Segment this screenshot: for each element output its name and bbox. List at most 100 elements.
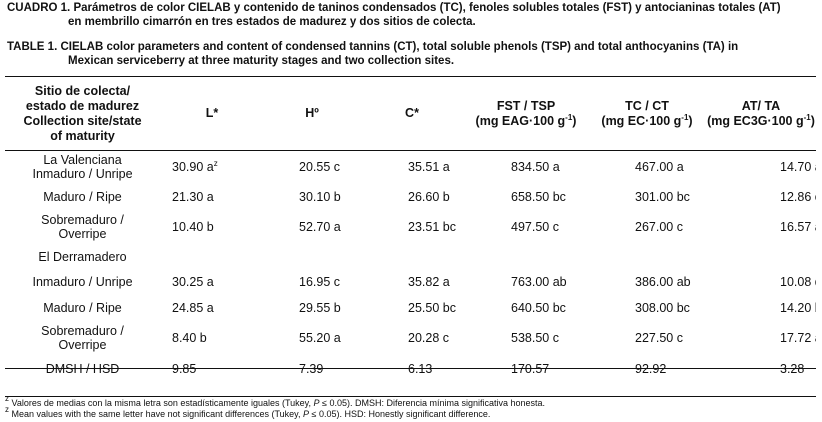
hue-value: 20.55 c [299, 160, 341, 174]
site-name: La Valenciana [43, 153, 122, 167]
l-value: 24.85 a [172, 301, 214, 315]
caption-spanish-label: CUADRO 1. [7, 2, 71, 14]
header-fst-line1: FST / TSP [496, 98, 556, 113]
header-at: AT/ TA (mg EC3G·100 g-1) [706, 77, 816, 150]
header-fst-unit-exp: -1 [565, 112, 573, 122]
tc-value: 267.00 c [635, 220, 683, 234]
footnote-p: P [313, 398, 320, 408]
header-tc-unit-close: ) [688, 113, 693, 128]
header-fst-unit-close: ) [572, 113, 577, 128]
header-at-unit: (mg EC3G·100 g-1) [706, 113, 816, 129]
tc-value: 386.00 ab [635, 275, 691, 289]
header-at-unit-close: ) [810, 113, 815, 128]
fst-value: 538.50 c [511, 331, 559, 345]
header-fst-unit-text: (mg EAG·100 g [475, 113, 566, 128]
table-row: Maduro / Ripe 21.30 a 30.10 b 26.60 b 65… [5, 184, 816, 210]
hsd-l: 9.85 [172, 362, 197, 376]
footnote-english: z Mean values with the same letter have … [5, 406, 491, 420]
hue-value: 30.10 b [299, 190, 341, 204]
l-value: 10.40 b [172, 220, 214, 234]
at-value: 14.70 abc [780, 160, 816, 174]
fst-value: 834.50 a [511, 160, 560, 174]
hsd-hue: 7.39 [299, 362, 324, 376]
site-name: El Derramadero [38, 249, 127, 264]
l-value: 30.90 az [160, 150, 264, 184]
tc-value: 301.00 bc [635, 190, 690, 204]
hsd-fst: 170.57 [511, 362, 550, 376]
tc-value: 467.00 a [635, 160, 684, 174]
stage-cell: La Valenciana Inmaduro / Unripe [5, 150, 160, 184]
table-row: Inmaduro / Unripe 30.25 a 16.95 c 35.82 … [5, 269, 816, 295]
stage-cell: Maduro / Ripe [43, 190, 122, 204]
header-chroma: C* [405, 106, 419, 120]
l-value: 8.40 b [172, 331, 207, 345]
stage-name: Inmaduro / Unripe [32, 167, 133, 181]
site-row: El Derramadero [5, 244, 816, 269]
header-tc-line1: TC / CT [625, 98, 669, 113]
chroma-value: 20.28 c [408, 331, 450, 345]
table-row: La Valenciana Inmaduro / Unripe 30.90 az… [5, 150, 816, 184]
header-site-stage-line3: Collection site/state [23, 113, 142, 128]
table-hsd-rule [5, 368, 816, 369]
hsd-label: DMSH / HSD [45, 362, 120, 376]
hue-value: 55.20 a [299, 331, 341, 345]
header-fst: FST / TSP (mg EAG·100 g-1) [464, 77, 588, 150]
hsd-tc: 92.92 [635, 362, 667, 376]
header-site-stage-line4: of maturity [50, 128, 115, 143]
chroma-value: 23.51 bc [408, 220, 456, 234]
at-value: 12.86 cd [780, 190, 816, 204]
header-hue: Hº [305, 106, 319, 120]
hsd-at: 3.28 [780, 362, 805, 376]
l-value: 30.25 a [172, 275, 214, 289]
empty-cell [160, 244, 264, 269]
empty-cell [706, 244, 816, 269]
header-tc: TC / CT (mg EC·100 g-1) [588, 77, 706, 150]
fst-value: 658.50 bc [511, 190, 566, 204]
chroma-value: 35.82 a [408, 275, 450, 289]
header-site-stage: Sitio de colecta/ estado de madurez Coll… [5, 77, 160, 150]
stage-name-line2: Overripe [58, 338, 107, 352]
empty-cell [588, 244, 706, 269]
caption-english: TABLE 1. CIELAB color parameters and con… [7, 41, 738, 68]
table-row: Maduro / Ripe 24.85 a 29.55 b 25.50 bc 6… [5, 295, 816, 321]
header-site-stage-line2: estado de madurez [25, 98, 140, 113]
footnote-marker: z [5, 405, 9, 414]
header-tc-unit-text: (mg EC·100 g [601, 113, 682, 128]
header-at-unit-text: (mg EC3G·100 g [707, 113, 804, 128]
stage-name-line1: Sobremaduro / [41, 324, 124, 338]
empty-cell [360, 244, 464, 269]
fst-value: 763.00 ab [511, 275, 567, 289]
footnote-marker: z [213, 159, 218, 168]
stage-cell: Inmaduro / Unripe [32, 275, 133, 289]
data-table: Sitio de colecta/ estado de madurez Coll… [5, 77, 816, 383]
l-value-text: 30.90 a [172, 160, 214, 174]
caption-english-text1: CIELAB color parameters and content of c… [60, 41, 739, 53]
fst-value: 640.50 bc [511, 301, 566, 315]
empty-cell [264, 244, 360, 269]
hue-value: 16.95 c [299, 275, 341, 289]
chroma-value: 25.50 bc [408, 301, 456, 315]
footnote-text: Mean values with the same letter have no… [9, 409, 303, 419]
caption-english-label: TABLE 1. [7, 41, 58, 53]
hue-value: 29.55 b [299, 301, 341, 315]
tc-value: 227.50 c [635, 331, 683, 345]
l-value: 21.30 a [172, 190, 214, 204]
caption-spanish-line2: en membrillo cimarrón en tres estados de… [68, 15, 476, 28]
at-value: 17.72 a [780, 331, 816, 345]
table-row: Sobremaduro / Overripe 8.40 b 55.20 a 20… [5, 321, 816, 355]
footnote-marker: z [5, 394, 9, 403]
header-tc-unit-exp: -1 [681, 112, 689, 122]
at-value: 10.08 d [780, 275, 816, 289]
header-fst-unit: (mg EAG·100 g-1) [464, 112, 588, 129]
table-top-rule [5, 76, 816, 77]
hsd-chroma: 6.13 [408, 362, 433, 376]
header-row: Sitio de colecta/ estado de madurez Coll… [5, 77, 816, 150]
table-bottom-rule [5, 396, 816, 397]
header-tc-unit: (mg EC·100 g-1) [588, 112, 706, 129]
fst-value: 497.50 c [511, 220, 559, 234]
chroma-value: 26.60 b [408, 190, 450, 204]
stage-cell: Maduro / Ripe [43, 301, 122, 315]
caption-spanish-text1: Parámetros de color CIELAB y contenido d… [73, 2, 781, 14]
footnote-text-end: ≤ 0.05). HSD: Honestly significant diffe… [309, 409, 491, 419]
